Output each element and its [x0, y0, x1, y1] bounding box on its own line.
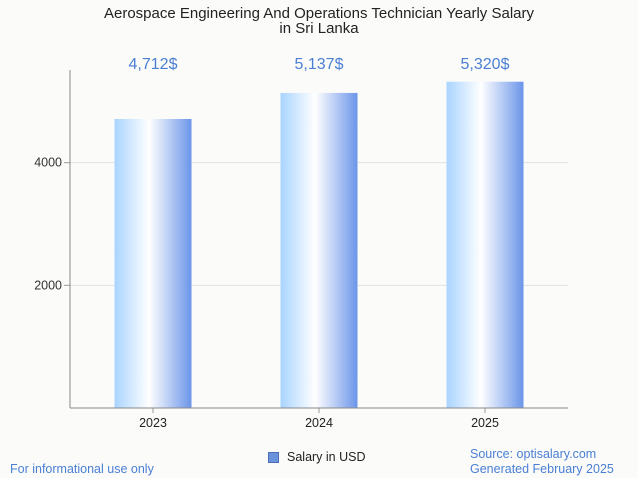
source-text: Source: optisalary.com — [470, 447, 597, 461]
bar-2024 — [280, 92, 358, 408]
generated-text: Generated February 2025 — [470, 462, 614, 476]
x-tick-label-2023: 2023 — [139, 416, 167, 430]
y-tick-label: 2000 — [34, 278, 62, 292]
chart-title-line2: in Sri Lanka — [279, 20, 359, 37]
x-tick-label-2025: 2025 — [471, 416, 499, 430]
legend-swatch — [268, 451, 279, 463]
data-label-2023: 4,712$ — [129, 56, 178, 73]
bar-2023 — [114, 118, 192, 409]
data-label-2025: 5,320$ — [461, 56, 510, 73]
y-tick-label: 4000 — [34, 156, 62, 170]
footer-source-block: Source: optisalary.com Generated Februar… — [470, 447, 614, 477]
legend-label: Salary in USD — [287, 450, 366, 464]
data-label-2024: 5,137$ — [295, 56, 344, 73]
legend: Salary in USD — [268, 450, 366, 464]
chart-title-line1: Aerospace Engineering And Operations Tec… — [104, 5, 535, 22]
bar-2025 — [446, 81, 524, 408]
disclaimer-text: For informational use only — [10, 462, 154, 476]
x-tick-label-2024: 2024 — [305, 416, 333, 430]
